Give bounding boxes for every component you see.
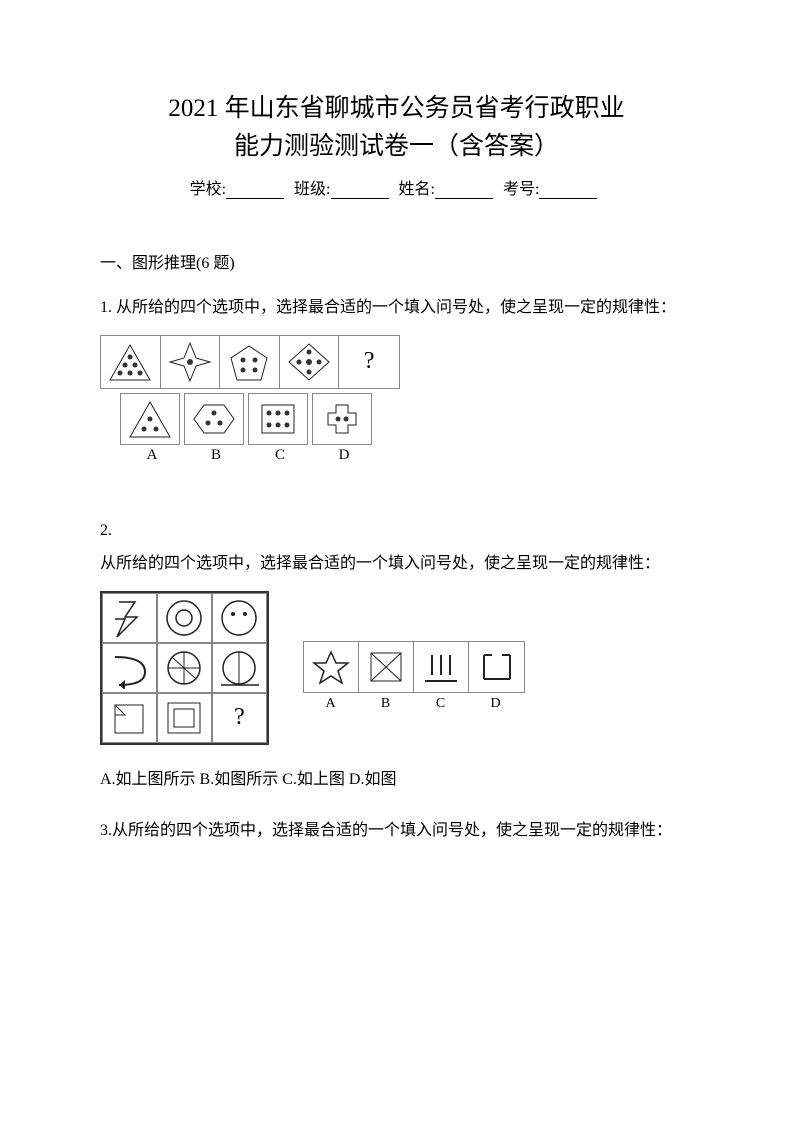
name-blank[interactable] [435,181,493,199]
nested-square-icon [162,697,207,739]
id-label: 考号: [503,181,539,198]
triangle-3dots-icon [126,397,174,441]
half-circle-icon [217,647,262,689]
title-line2: 能力测验测试卷一（含答案） [100,128,693,166]
q1-label-d: D [312,447,376,464]
q2-figure: ? [100,591,693,745]
q2-option-a [304,642,359,692]
q2-label-d: D [468,696,523,712]
cross-2dots-icon [318,397,366,441]
q2-cell-3 [212,593,267,643]
q1-num: 1. [100,299,116,316]
square-6dots-icon [254,397,302,441]
class-blank[interactable] [331,181,389,199]
q1-text: 从所给的四个选项中，选择最合适的一个填入问号处，使之呈现一定的规律性： [116,299,676,316]
q2-cell-6 [212,643,267,693]
question-3: 3.从所给的四个选项中，选择最合适的一个填入问号处，使之呈现一定的规律性： [100,814,693,848]
q2-cell-1 [102,593,157,643]
id-blank[interactable] [539,181,597,199]
name-label: 姓名: [399,181,435,198]
school-label: 学校: [190,181,226,198]
q2-option-b [359,642,414,692]
q1-option-b [184,393,244,445]
q2-options-text: A.如上图所示 B.如图所示 C.如上图 D.如图 [100,765,693,789]
star-dot-icon [166,340,214,384]
face-icon [217,597,262,639]
title-line1: 2021 年山东省聊城市公务员省考行政职业 [100,90,693,128]
q1-label-a: A [120,447,184,464]
q1-stem-2 [161,336,221,388]
q1-figure: ? [100,335,693,464]
q2-label-b: B [358,696,413,712]
q2-label-c: C [413,696,468,712]
section-header: 一、图形推理(6 题) [100,249,693,273]
q1-stem-1 [101,336,161,388]
q1-stem-blank: ? [339,336,399,388]
broken-square-icon [476,647,518,687]
question-1: 1. 从所给的四个选项中，选择最合适的一个填入问号处，使之呈现一定的规律性： [100,291,693,325]
hexagon-3dots-icon [190,397,238,441]
star-outline-icon [310,647,352,687]
vertical-lines-icon [420,647,462,687]
arrow-curve-icon [107,647,152,689]
q1-label-c: C [248,447,312,464]
q2-cell-4 [102,643,157,693]
q2-option-d [469,642,524,692]
q3-text: 从所给的四个选项中，选择最合适的一个填入问号处，使之呈现一定的规律性： [112,822,672,839]
q2-cell-blank: ? [212,693,267,743]
triangle-dots-icon [106,340,154,384]
q2-cell-2 [157,593,212,643]
ring-icon [162,597,207,639]
diamond-dots-icon [285,340,333,384]
q2-cell-8 [157,693,212,743]
q2-option-c [414,642,469,692]
circle-lines-icon [162,647,207,689]
q1-label-b: B [184,447,248,464]
hourglass-icon [365,647,407,687]
q2-cell-5 [157,643,212,693]
folded-corner-icon [107,697,152,739]
q2-label-a: A [303,696,358,712]
q2-cell-7 [102,693,157,743]
question-2: 2. 从所给的四个选项中，选择最合适的一个填入问号处，使之呈现一定的规律性： [100,514,693,581]
q1-stem-3 [220,336,280,388]
info-line: 学校: 班级: 姓名: 考号: [100,175,693,199]
q1-option-a [120,393,180,445]
q1-stem-4 [280,336,340,388]
q1-option-c [248,393,308,445]
q3-num: 3. [100,822,112,839]
class-label: 班级: [294,181,330,198]
pentagon-dots-icon [225,340,273,384]
school-blank[interactable] [226,181,284,199]
lightning-icon [107,597,152,639]
q2-num: 2. [100,514,693,548]
q2-text: 从所给的四个选项中，选择最合适的一个填入问号处，使之呈现一定的规律性： [100,547,693,581]
q1-option-d [312,393,372,445]
